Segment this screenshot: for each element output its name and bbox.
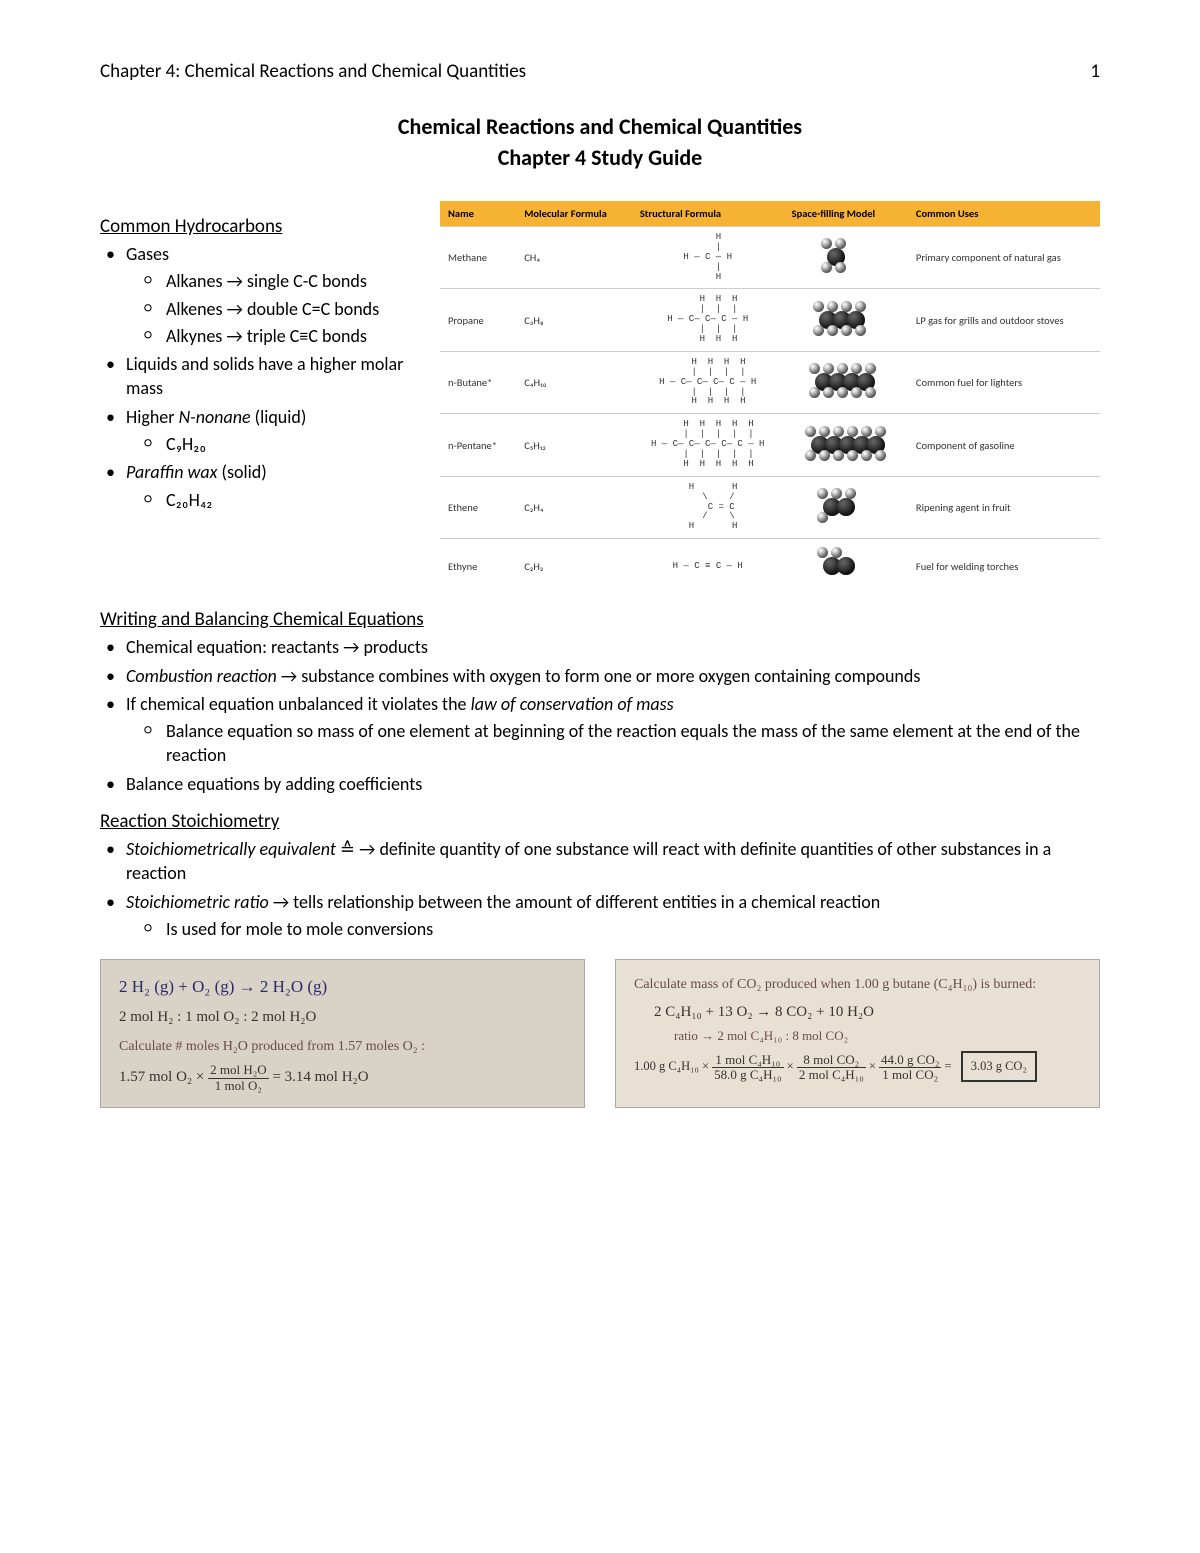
cell-use: Primary component of natural gas <box>908 227 1100 289</box>
cell-name: n-Pentane* <box>440 414 516 476</box>
hw-right-ratio: ratio → 2 mol C₄H₁₀ : 8 mol CO₂ <box>674 1026 1081 1046</box>
balancing-list: Chemical equation: reactants → products … <box>100 635 1100 796</box>
cell-structural: H H \ / C = C / \ H H <box>632 476 784 538</box>
cell-formula: C₄H₁₀ <box>516 351 632 413</box>
stoich-b2: Stoichiometric ratio → tells relationshi… <box>126 890 1100 942</box>
nonane-formula: C₉H₂₀ <box>166 432 430 456</box>
sub-alkanes: Alkanes → single C-C bonds <box>166 269 430 293</box>
paraffin-formula: C₂₀H₄₂ <box>166 488 430 512</box>
cell-model <box>784 351 908 413</box>
balancing-heading: Writing and Balancing Chemical Equations <box>100 608 1100 631</box>
cell-name: Methane <box>440 227 516 289</box>
cell-structural: H | H — C — H | H <box>632 227 784 289</box>
cell-structural: H H H H | | | | H — C— C— C— C — H | | |… <box>632 351 784 413</box>
cell-formula: C₅H₁₂ <box>516 414 632 476</box>
hw-left-eq: 2 H₂ (g) + O₂ (g) → 2 H₂O (g) <box>119 974 566 1000</box>
cell-model <box>784 227 908 289</box>
table-row: PropaneC₃H₈ H H H | | | H — C— C— C — H … <box>440 289 1100 351</box>
page-header: Chapter 4: Chemical Reactions and Chemic… <box>100 60 1100 83</box>
bal-b1: Chemical equation: reactants → products <box>126 635 1100 659</box>
cell-use: LP gas for grills and outdoor stoves <box>908 289 1100 351</box>
page-number: 1 <box>1090 60 1100 83</box>
hw-left-ratio: 2 mol H₂ : 1 mol O₂ : 2 mol H₂O <box>119 1006 566 1029</box>
cell-name: n-Butane* <box>440 351 516 413</box>
th-model: Space-filling Model <box>784 201 908 227</box>
fraction-icon: 2 mol H₂O 1 mol O₂ <box>208 1063 269 1093</box>
bal-b4: Balance equations by adding coefficients <box>126 772 1100 796</box>
cell-use: Fuel for welding torches <box>908 539 1100 595</box>
th-structural: Structural Formula <box>632 201 784 227</box>
cell-model <box>784 414 908 476</box>
cell-name: Propane <box>440 289 516 351</box>
handwritten-left: 2 H₂ (g) + O₂ (g) → 2 H₂O (g) 2 mol H₂ :… <box>100 959 585 1108</box>
table-row: n-Pentane*C₅H₁₂ H H H H H | | | | | H — … <box>440 414 1100 476</box>
hydrocarbons-heading: Common Hydrocarbons <box>100 215 430 238</box>
sub-alkenes: Alkenes → double C=C bonds <box>166 297 430 321</box>
hw-right-eq: 2 C₄H₁₀ + 13 O₂ → 8 CO₂ + 10 H₂O <box>654 1001 1081 1024</box>
bullet-gases: Gases Alkanes → single C-C bonds Alkenes… <box>126 242 430 348</box>
chapter-label: Chapter 4: Chemical Reactions and Chemic… <box>100 60 526 83</box>
hw-left-calc: 1.57 mol O₂ × 2 mol H₂O 1 mol O₂ = 3.14 … <box>119 1063 566 1093</box>
bal-b2: Combustion reaction → substance combines… <box>126 664 1100 688</box>
hw-left-prompt: Calculate # moles H₂O produced from 1.57… <box>119 1036 566 1057</box>
cell-use: Ripening agent in fruit <box>908 476 1100 538</box>
cell-formula: C₃H₈ <box>516 289 632 351</box>
hw-right-prompt: Calculate mass of CO₂ produced when 1.00… <box>634 974 1081 995</box>
hydrocarbon-table-wrap: Name Molecular Formula Structural Formul… <box>440 201 1100 594</box>
cell-model <box>784 476 908 538</box>
cell-formula: C₂H₂ <box>516 539 632 595</box>
bullet-nonane: Higher N-nonane (liquid) C₉H₂₀ <box>126 405 430 457</box>
cell-use: Component of gasoline <box>908 414 1100 476</box>
hydrocarbons-notes: Common Hydrocarbons Gases Alkanes → sing… <box>100 201 430 516</box>
cell-structural: H — C ≡ C — H <box>632 539 784 595</box>
sub-title: Chapter 4 Study Guide <box>100 144 1100 171</box>
stoich-b2-sub: Is used for mole to mole conversions <box>166 917 1100 941</box>
table-row: n-Butane*C₄H₁₀ H H H H | | | | H — C— C—… <box>440 351 1100 413</box>
bal-b3-sub: Balance equation so mass of one element … <box>166 719 1100 768</box>
cell-formula: C₂H₄ <box>516 476 632 538</box>
cell-model <box>784 539 908 595</box>
bal-b3: If chemical equation unbalanced it viola… <box>126 692 1100 768</box>
table-row: MethaneCH₄ H | H — C — H | H Primary comp… <box>440 227 1100 289</box>
cell-formula: CH₄ <box>516 227 632 289</box>
cell-structural: H H H | | | H — C— C— C — H | | | H H H <box>632 289 784 351</box>
cell-name: Ethene <box>440 476 516 538</box>
bullet-liquids-solids: Liquids and solids have a higher molar m… <box>126 352 430 401</box>
sub-alkynes: Alkynes → triple C≡C bonds <box>166 324 430 348</box>
cell-model <box>784 289 908 351</box>
handwritten-right: Calculate mass of CO₂ produced when 1.00… <box>615 959 1100 1108</box>
handwritten-examples: 2 H₂ (g) + O₂ (g) → 2 H₂O (g) 2 mol H₂ :… <box>100 959 1100 1108</box>
cell-structural: H H H H H | | | | | H — C— C— C— C— C — … <box>632 414 784 476</box>
main-title: Chemical Reactions and Chemical Quantiti… <box>100 113 1100 140</box>
hw-right-calc: 1.00 g C₄H₁₀ × 1 mol C₄H₁₀58.0 g C₄H₁₀ ×… <box>634 1051 1081 1082</box>
cell-use: Common fuel for lighters <box>908 351 1100 413</box>
boxed-result: 3.03 g CO₂ <box>961 1051 1037 1082</box>
th-uses: Common Uses <box>908 201 1100 227</box>
table-row: EtheneC₂H₄ H H \ / C = C / \ H H Ripening… <box>440 476 1100 538</box>
stoich-heading: Reaction Stoichiometry <box>100 810 1100 833</box>
stoich-b1: Stoichiometrically equivalent ≙ → defini… <box>126 837 1100 886</box>
table-row: EthyneC₂H₂H — C ≡ C — H Fuel for welding … <box>440 539 1100 595</box>
hydrocarbon-table: Name Molecular Formula Structural Formul… <box>440 201 1100 594</box>
stoich-list: Stoichiometrically equivalent ≙ → defini… <box>100 837 1100 941</box>
bullet-paraffin: Paraffin wax (solid) C₂₀H₄₂ <box>126 460 430 512</box>
cell-name: Ethyne <box>440 539 516 595</box>
th-name: Name <box>440 201 516 227</box>
th-molecular: Molecular Formula <box>516 201 632 227</box>
